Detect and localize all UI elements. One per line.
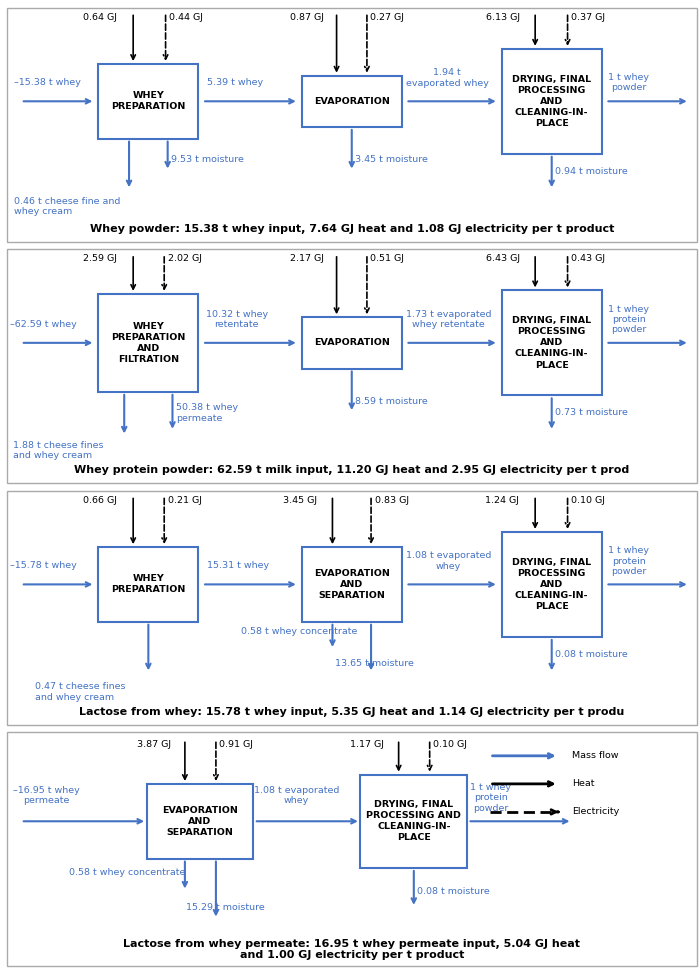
Text: EVAPORATION: EVAPORATION	[314, 338, 390, 348]
Text: 50.38 t whey
permeate: 50.38 t whey permeate	[176, 403, 238, 423]
Text: WHEY
PREPARATION: WHEY PREPARATION	[111, 92, 186, 111]
Text: 0.37 GJ: 0.37 GJ	[571, 13, 605, 21]
Text: 0.58 t whey concentrate: 0.58 t whey concentrate	[241, 626, 358, 636]
Text: 6.13 GJ: 6.13 GJ	[486, 13, 520, 21]
Text: –15.38 t whey: –15.38 t whey	[14, 78, 80, 87]
Text: Mass flow: Mass flow	[573, 751, 619, 761]
Text: WHEY
PREPARATION: WHEY PREPARATION	[111, 575, 186, 594]
Text: –62.59 t whey: –62.59 t whey	[10, 319, 77, 328]
Text: 1.08 t evaporated
whey: 1.08 t evaporated whey	[405, 551, 491, 571]
Text: 5.39 t whey: 5.39 t whey	[207, 78, 263, 87]
FancyBboxPatch shape	[502, 290, 602, 395]
Text: Heat: Heat	[573, 779, 595, 788]
Text: 0.64 GJ: 0.64 GJ	[83, 13, 117, 21]
Text: 0.10 GJ: 0.10 GJ	[571, 496, 605, 505]
Text: 8.59 t moisture: 8.59 t moisture	[355, 396, 428, 406]
Text: 0.43 GJ: 0.43 GJ	[571, 254, 605, 263]
Text: 1.94 t
evaporated whey: 1.94 t evaporated whey	[405, 68, 489, 88]
Text: 9.53 t moisture: 9.53 t moisture	[171, 155, 244, 165]
Text: EVAPORATION
AND
SEPARATION: EVAPORATION AND SEPARATION	[162, 805, 238, 837]
Text: 0.21 GJ: 0.21 GJ	[168, 496, 202, 505]
FancyBboxPatch shape	[302, 76, 402, 127]
Text: 0.58 t whey concentrate: 0.58 t whey concentrate	[69, 868, 186, 878]
FancyBboxPatch shape	[502, 49, 602, 154]
FancyBboxPatch shape	[99, 64, 198, 138]
Text: –15.78 t whey: –15.78 t whey	[10, 561, 77, 570]
FancyBboxPatch shape	[146, 784, 253, 859]
Text: 1 t whey
protein
powder: 1 t whey protein powder	[608, 546, 649, 576]
Text: 15.29 t moisture: 15.29 t moisture	[186, 903, 265, 913]
Text: EVAPORATION
AND
SEPARATION: EVAPORATION AND SEPARATION	[314, 569, 390, 600]
Text: Whey protein powder: 62.59 t milk input, 11.20 GJ heat and 2.95 GJ electricity p: Whey protein powder: 62.59 t milk input,…	[74, 466, 629, 475]
FancyBboxPatch shape	[99, 547, 198, 621]
Text: 6.43 GJ: 6.43 GJ	[486, 254, 520, 263]
Text: DRYING, FINAL
PROCESSING
AND
CLEANING-IN-
PLACE: DRYING, FINAL PROCESSING AND CLEANING-IN…	[512, 317, 592, 369]
FancyBboxPatch shape	[360, 774, 467, 868]
Text: Whey powder: 15.38 t whey input, 7.64 GJ heat and 1.08 GJ electricity per t prod: Whey powder: 15.38 t whey input, 7.64 GJ…	[90, 224, 614, 234]
Text: 0.46 t cheese fine and
whey cream: 0.46 t cheese fine and whey cream	[14, 197, 120, 216]
Text: 0.51 GJ: 0.51 GJ	[370, 254, 405, 263]
Text: DRYING, FINAL
PROCESSING AND
CLEANING-IN-
PLACE: DRYING, FINAL PROCESSING AND CLEANING-IN…	[366, 800, 461, 843]
Text: 1.17 GJ: 1.17 GJ	[351, 739, 384, 749]
Text: 0.27 GJ: 0.27 GJ	[370, 13, 405, 21]
Text: 1 t whey
powder: 1 t whey powder	[608, 73, 649, 93]
Text: 15.31 t whey: 15.31 t whey	[207, 561, 269, 570]
Text: 10.32 t whey
retentate: 10.32 t whey retentate	[206, 310, 267, 329]
Text: EVAPORATION: EVAPORATION	[314, 96, 390, 106]
Text: 2.59 GJ: 2.59 GJ	[83, 254, 117, 263]
Text: 0.47 t cheese fines
and whey cream: 0.47 t cheese fines and whey cream	[34, 682, 125, 701]
Text: 0.08 t moisture: 0.08 t moisture	[417, 887, 490, 896]
Text: WHEY
PREPARATION
AND
FILTRATION: WHEY PREPARATION AND FILTRATION	[111, 321, 186, 364]
Text: 1 t whey
protein
powder: 1 t whey protein powder	[470, 783, 511, 812]
Text: 0.08 t moisture: 0.08 t moisture	[555, 650, 628, 659]
Text: 2.02 GJ: 2.02 GJ	[168, 254, 202, 263]
FancyBboxPatch shape	[502, 532, 602, 637]
Text: Electricity: Electricity	[573, 807, 620, 816]
Text: 0.66 GJ: 0.66 GJ	[83, 496, 117, 505]
Text: 1 t whey
protein
powder: 1 t whey protein powder	[608, 305, 649, 334]
Text: 3.45 t moisture: 3.45 t moisture	[355, 155, 428, 165]
Text: 1.73 t evaporated
whey retentate: 1.73 t evaporated whey retentate	[405, 310, 491, 329]
Text: 13.65 t moisture: 13.65 t moisture	[335, 659, 414, 668]
Text: 2.17 GJ: 2.17 GJ	[290, 254, 323, 263]
Text: 3.45 GJ: 3.45 GJ	[283, 496, 317, 505]
Text: 0.10 GJ: 0.10 GJ	[433, 739, 467, 749]
Text: Lactose from whey permeate: 16.95 t whey permeate input, 5.04 GJ heat
and 1.00 G: Lactose from whey permeate: 16.95 t whey…	[123, 939, 580, 960]
Text: 0.91 GJ: 0.91 GJ	[219, 739, 253, 749]
Text: 1.08 t evaporated
whey: 1.08 t evaporated whey	[254, 786, 340, 805]
FancyBboxPatch shape	[302, 547, 402, 621]
Text: 0.94 t moisture: 0.94 t moisture	[555, 167, 628, 176]
Text: 0.83 GJ: 0.83 GJ	[374, 496, 409, 505]
FancyBboxPatch shape	[99, 294, 198, 392]
Text: Lactose from whey: 15.78 t whey input, 5.35 GJ heat and 1.14 GJ electricity per : Lactose from whey: 15.78 t whey input, 5…	[79, 707, 624, 717]
Text: 0.73 t moisture: 0.73 t moisture	[555, 408, 628, 418]
Text: 1.24 GJ: 1.24 GJ	[485, 496, 519, 505]
FancyBboxPatch shape	[302, 318, 402, 368]
Text: DRYING, FINAL
PROCESSING
AND
CLEANING-IN-
PLACE: DRYING, FINAL PROCESSING AND CLEANING-IN…	[512, 75, 592, 128]
Text: 0.44 GJ: 0.44 GJ	[169, 13, 203, 21]
Text: –16.95 t whey
permeate: –16.95 t whey permeate	[13, 786, 79, 805]
Text: 1.88 t cheese fines
and whey cream: 1.88 t cheese fines and whey cream	[13, 440, 103, 460]
Text: 3.87 GJ: 3.87 GJ	[136, 739, 171, 749]
Text: 0.87 GJ: 0.87 GJ	[290, 13, 323, 21]
Text: DRYING, FINAL
PROCESSING
AND
CLEANING-IN-
PLACE: DRYING, FINAL PROCESSING AND CLEANING-IN…	[512, 558, 592, 611]
